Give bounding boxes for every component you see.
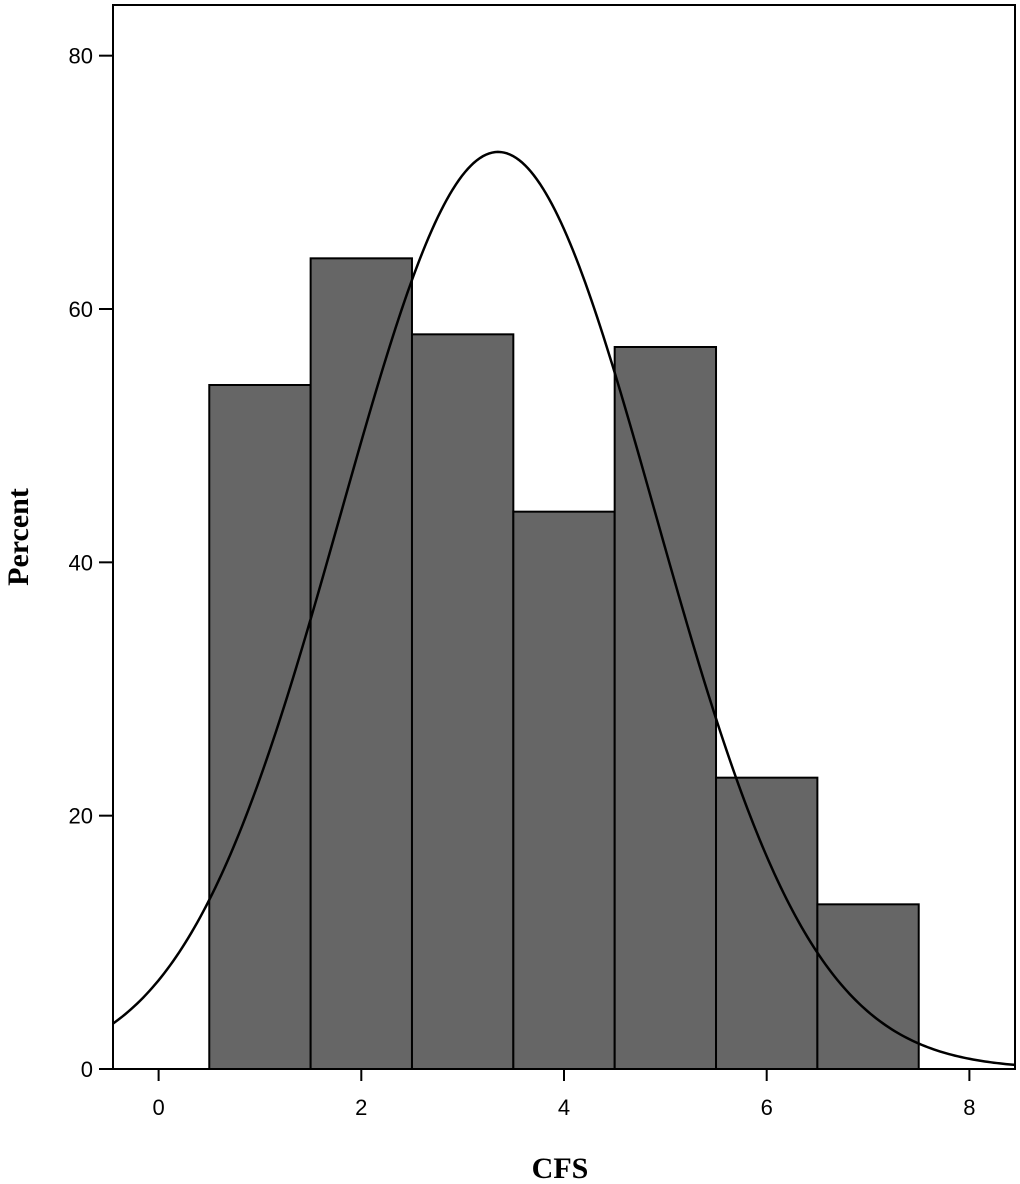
histogram-bar-7 — [816, 903, 920, 1070]
x-tick-label: 4 — [558, 1095, 570, 1120]
histogram-bar-1 — [208, 384, 312, 1070]
histogram-bar-5 — [613, 346, 718, 1070]
y-tick-label: 0 — [81, 1057, 93, 1082]
y-tick-label: 20 — [69, 804, 93, 829]
histogram-bar-3 — [410, 333, 515, 1071]
normal-curve — [112, 150, 1016, 1067]
histogram-bar-4 — [512, 510, 616, 1070]
x-tick-label: 8 — [963, 1095, 975, 1120]
x-tick-label: 0 — [152, 1095, 164, 1120]
y-axis-title: Percent — [2, 488, 35, 586]
x-axis-title: CFS — [532, 1152, 589, 1184]
y-tick-label: 80 — [69, 44, 93, 69]
y-axis: 0 20 40 60 80 — [69, 44, 113, 1082]
histogram-bar-6 — [715, 776, 819, 1071]
y-tick-label: 60 — [69, 297, 93, 322]
x-axis: 0 2 4 6 8 — [152, 1069, 976, 1120]
bars-layer — [208, 257, 920, 1071]
x-tick-label: 2 — [355, 1095, 367, 1120]
y-tick-label: 40 — [69, 550, 93, 575]
histogram-bar-2 — [309, 257, 413, 1071]
x-tick-label: 6 — [761, 1095, 773, 1120]
